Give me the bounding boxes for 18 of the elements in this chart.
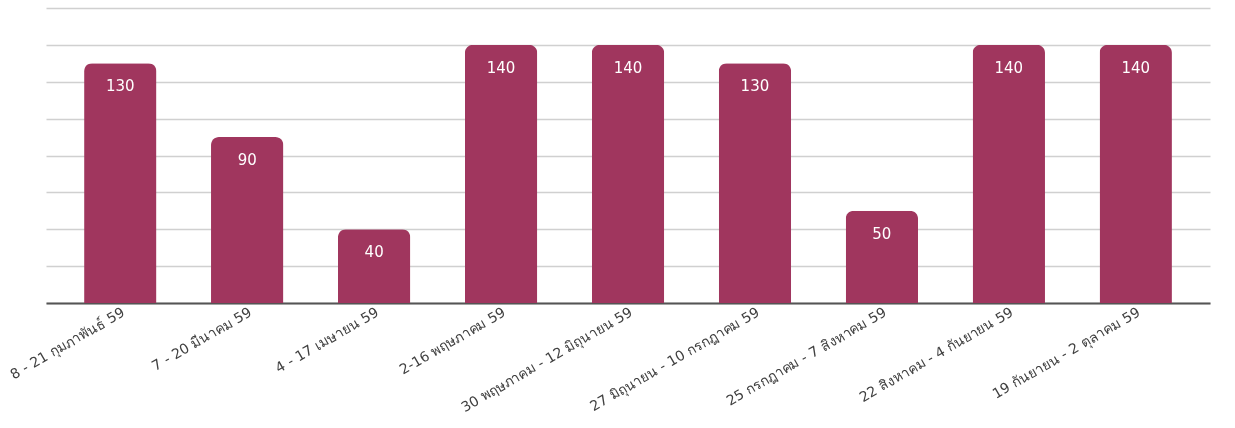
- bar: [1099, 44, 1172, 303]
- data-label: 140: [613, 58, 643, 77]
- bar: [211, 137, 284, 303]
- bar: [337, 229, 411, 303]
- bar: [591, 44, 665, 303]
- bar: [718, 63, 792, 303]
- bar: [845, 210, 919, 303]
- bar: [84, 63, 157, 303]
- data-label: 140: [486, 58, 516, 77]
- bar: [464, 44, 538, 303]
- data-label: 40: [364, 243, 384, 262]
- data-label: 90: [237, 151, 257, 170]
- data-label: 50: [872, 224, 892, 243]
- data-label: 130: [740, 77, 770, 96]
- data-label: 140: [1121, 58, 1151, 77]
- data-label: 130: [105, 77, 135, 96]
- data-label: 140: [994, 58, 1024, 77]
- bar: [972, 44, 1045, 303]
